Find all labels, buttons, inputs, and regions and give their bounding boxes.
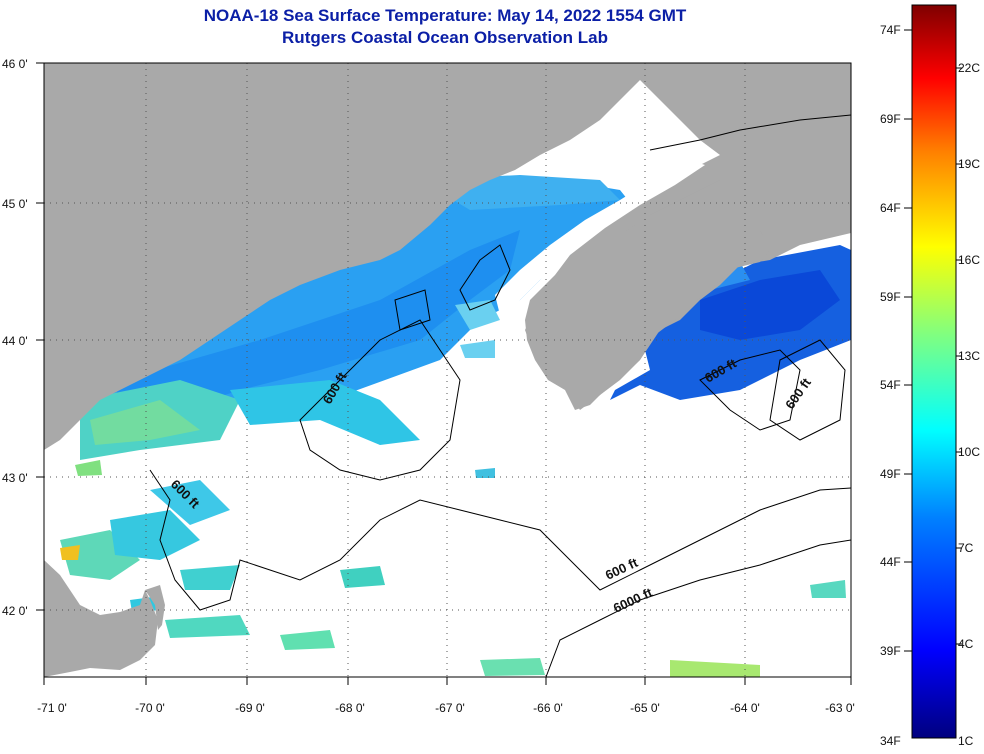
graticule	[44, 63, 851, 677]
colorbar-c-label: 10C	[958, 445, 980, 459]
longitude-axis: -71 0' -70 0' -69 0' -68 0' -67 0' -66 0…	[37, 701, 855, 715]
colorbar-c-label: 7C	[958, 541, 974, 555]
colorbar-c-label: 13C	[958, 349, 980, 363]
colorbar-c-label: 22C	[958, 61, 980, 75]
colorbar-c-label: 4C	[958, 637, 974, 651]
lon-tick-label: -71 0'	[37, 701, 67, 715]
lat-tick-label: 45 0'	[2, 197, 28, 211]
colorbar-f-label: 34F	[880, 734, 901, 748]
colorbar-f-label: 49F	[880, 467, 901, 481]
colorbar-f-label: 59F	[880, 290, 901, 304]
colorbar-f-label: 69F	[880, 112, 901, 126]
lat-tick-label: 43 0'	[2, 471, 28, 485]
map-title: NOAA-18 Sea Surface Temperature: May 14,…	[203, 6, 687, 25]
colorbar-f-label: 54F	[880, 378, 901, 392]
colorbar-f-label: 44F	[880, 555, 901, 569]
lon-tick-label: -67 0'	[435, 701, 465, 715]
colorbar-c-label: 1C	[958, 734, 974, 748]
colorbar-c-label: 16C	[958, 253, 980, 267]
lon-tick-label: -66 0'	[533, 701, 563, 715]
lon-tick-label: -69 0'	[235, 701, 265, 715]
lon-tick-label: -64 0'	[730, 701, 760, 715]
land-layer	[44, 63, 851, 677]
axis-ticks	[36, 62, 852, 685]
lon-tick-label: -65 0'	[630, 701, 660, 715]
lat-tick-label: 46 0'	[2, 57, 28, 71]
latitude-axis: 46 0' 45 0' 44 0' 43 0' 42 0'	[2, 57, 28, 618]
colorbar-c-label: 19C	[958, 157, 980, 171]
colorbar-f-label: 39F	[880, 644, 901, 658]
lon-tick-label: -70 0'	[135, 701, 165, 715]
temperature-colorbar: 74F 69F 64F 59F 54F 49F 44F 39F 34F 22C …	[880, 4, 980, 748]
lon-tick-label: -63 0'	[825, 701, 855, 715]
lon-tick-label: -68 0'	[335, 701, 365, 715]
colorbar-gradient	[911, 4, 957, 739]
colorbar-f-label: 74F	[880, 23, 901, 37]
lat-tick-label: 42 0'	[2, 604, 28, 618]
bathymetry-contours	[149, 114, 851, 677]
map-subtitle: Rutgers Coastal Ocean Observation Lab	[282, 28, 608, 47]
colorbar-f-label: 64F	[880, 201, 901, 215]
lat-tick-label: 44 0'	[2, 334, 28, 348]
